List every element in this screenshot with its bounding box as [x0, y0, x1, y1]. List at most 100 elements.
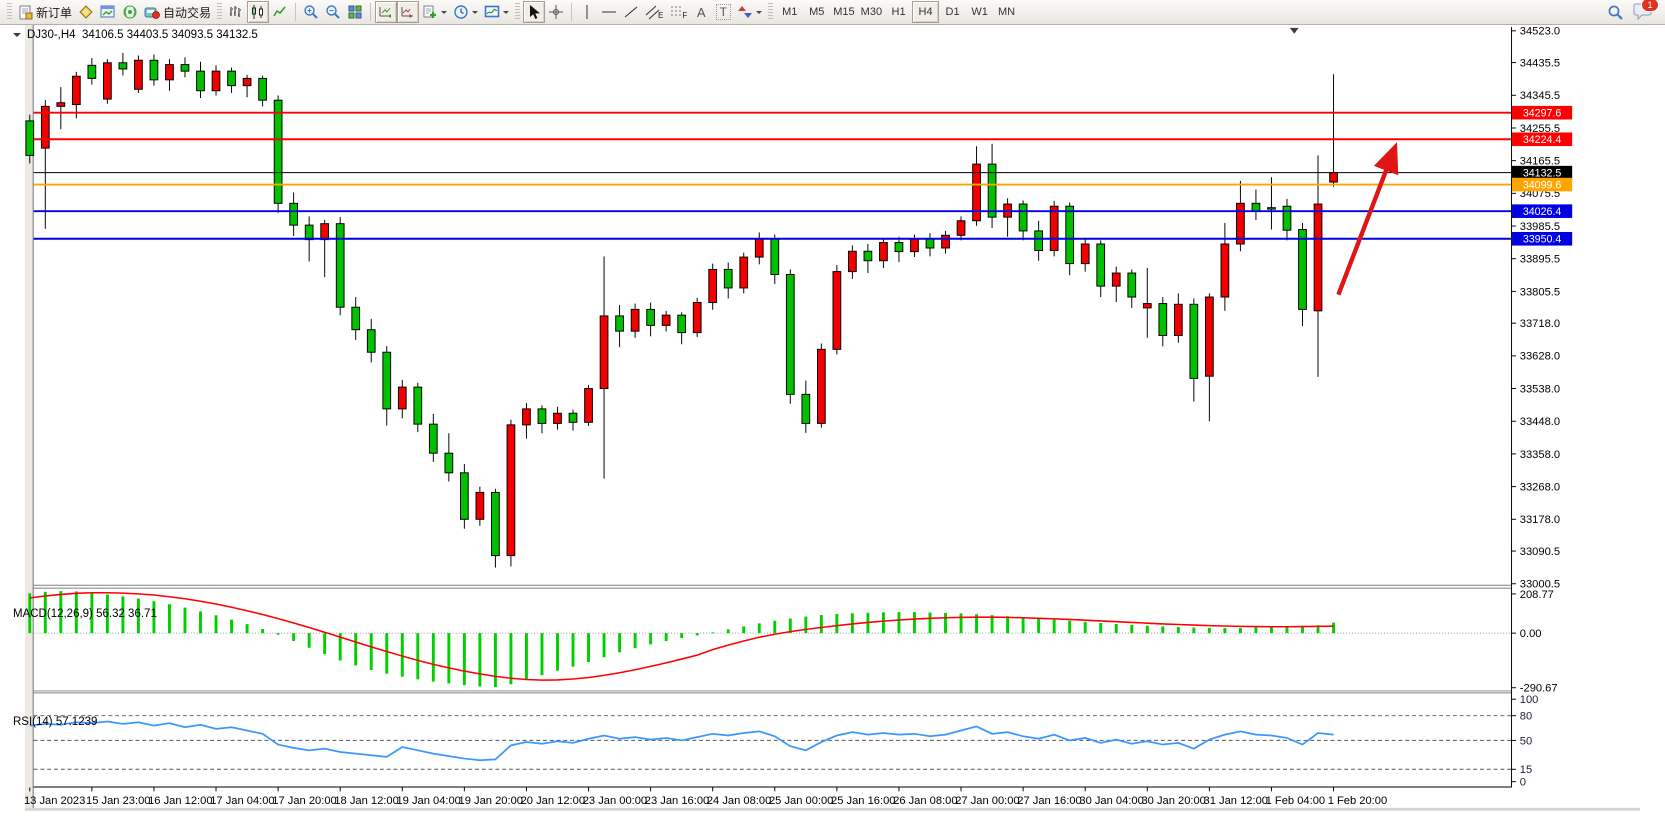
- macd-bar: [975, 614, 979, 634]
- quotes-button[interactable]: [75, 1, 97, 23]
- text-tool-button[interactable]: A: [690, 1, 712, 23]
- zoom-in-button[interactable]: [300, 1, 322, 23]
- chart-shift-button[interactable]: [397, 1, 420, 23]
- timeframe-button-w1[interactable]: W1: [966, 1, 993, 23]
- candle-body-down: [646, 308, 655, 326]
- candle-body-down: [149, 59, 159, 81]
- rsi-axis-label: 15: [1520, 764, 1532, 776]
- time-label: 23 Jan 16:00: [645, 795, 709, 807]
- zoom-out-icon: [326, 5, 340, 19]
- candle-body-up: [1111, 272, 1121, 287]
- macd-bar: [618, 633, 622, 653]
- new-order-icon: [19, 5, 33, 19]
- trendline-tool-button[interactable]: [620, 1, 642, 23]
- candle-body-up: [242, 77, 252, 87]
- candle-body-down: [925, 238, 935, 249]
- macd-bar: [944, 612, 947, 634]
- crosshair-tool-button[interactable]: [545, 1, 567, 23]
- line-chart-button[interactable]: [269, 1, 291, 23]
- channel-tool-button[interactable]: E: [642, 1, 666, 23]
- macd-bar: [1006, 616, 1010, 634]
- chart-shift-marker[interactable]: [1289, 27, 1299, 34]
- period-button[interactable]: [450, 1, 481, 23]
- timeframe-group: M1 M5 M15 M30 H1 H4 D1 W1 MN: [776, 1, 1020, 23]
- macd-bar: [1021, 617, 1025, 634]
- candle-body-down: [615, 315, 624, 332]
- new-chart-icon: [423, 5, 437, 18]
- macd-bar: [90, 592, 94, 634]
- timeframe-button-m5[interactable]: M5: [803, 1, 830, 23]
- chart-window-button[interactable]: [97, 1, 119, 23]
- candle-body-up: [599, 315, 609, 390]
- macd-bar: [1099, 623, 1103, 634]
- time-label: 1 Feb 04:00: [1266, 795, 1325, 807]
- macd-bar: [1238, 627, 1242, 634]
- macd-bar: [819, 615, 823, 634]
- toolbar-grip[interactable]: [768, 3, 774, 21]
- chart-title: DJ30-,H4 34106.5 34403.5 34093.5 34132.5: [13, 29, 258, 41]
- rsi-axis-label: 50: [1520, 735, 1532, 747]
- fibonacci-tool-button[interactable]: F: [666, 1, 690, 23]
- search-button[interactable]: [1604, 1, 1627, 23]
- cursor-tool-button[interactable]: [523, 1, 546, 23]
- candlestick-chart-button[interactable]: [247, 1, 270, 23]
- window-bottom-edge: [24, 807, 1641, 811]
- candle-body-up: [708, 268, 718, 303]
- new-chart-button[interactable]: [419, 1, 450, 23]
- template-button[interactable]: [481, 1, 512, 23]
- time-label: 30 Jan 20:00: [1141, 795, 1205, 807]
- candle-body-down: [335, 223, 345, 308]
- macd-indicator-label: MACD(12,26,9) 56.32 36.71: [13, 608, 157, 620]
- price-tick-label: 33985.5: [1520, 221, 1560, 233]
- time-label: 18 Jan 12:00: [334, 795, 398, 807]
- new-order-button[interactable]: 新订单: [15, 1, 75, 23]
- auto-trading-button[interactable]: 自动交易: [141, 1, 214, 23]
- macd-bar: [757, 623, 761, 634]
- auto-scroll-button[interactable]: [375, 1, 398, 23]
- dropdown-caret: [472, 11, 479, 17]
- macd-bar: [230, 619, 234, 634]
- candle-body-up: [553, 412, 562, 424]
- rsi-indicator-label: RSI(14) 57.1239: [13, 716, 98, 728]
- candle-body-up: [475, 491, 485, 520]
- macd-bar: [43, 591, 47, 634]
- timeframe-button-h1[interactable]: H1: [885, 1, 912, 23]
- price-badge-label: 34026.4: [1523, 206, 1562, 218]
- horizontal-line-tool-button[interactable]: [598, 1, 620, 23]
- vertical-line-tool-button[interactable]: [576, 1, 598, 23]
- price-badge-label: 34099.6: [1523, 179, 1562, 191]
- timeframe-button-m1[interactable]: M1: [776, 1, 803, 23]
- bar-chart-button[interactable]: [225, 1, 247, 23]
- candle-body-down: [863, 250, 873, 262]
- tile-windows-button[interactable]: [344, 1, 366, 23]
- dropdown-caret: [441, 11, 448, 17]
- time-label: 31 Jan 12:00: [1204, 795, 1268, 807]
- toolbar-grip[interactable]: [217, 3, 223, 21]
- trend-arrow-object[interactable]: [1336, 142, 1399, 296]
- signals-button[interactable]: [119, 1, 141, 23]
- timeframe-button-h4[interactable]: H4: [912, 1, 940, 23]
- timeframe-button-m30[interactable]: M30: [858, 1, 885, 23]
- candle-body-down: [677, 314, 687, 334]
- price-tick-label: 33090.5: [1520, 546, 1560, 558]
- timeframe-button-m15[interactable]: M15: [830, 1, 857, 23]
- toolbar-grip[interactable]: [7, 3, 12, 21]
- macd-bar: [835, 613, 839, 634]
- timeframe-button-d1[interactable]: D1: [939, 1, 966, 23]
- text-label-tool-button[interactable]: T: [712, 1, 734, 23]
- toolbar-grip[interactable]: [515, 3, 521, 21]
- price-axis[interactable]: 34523.034435.534345.534255.534165.534075…: [1511, 26, 1573, 591]
- macd-bar: [804, 616, 808, 634]
- notifications-button[interactable]: 1: [1633, 0, 1659, 23]
- macd-bar: [1254, 627, 1258, 634]
- arrows-tool-button[interactable]: [734, 1, 765, 23]
- time-label: 25 Jan 00:00: [769, 795, 833, 807]
- macd-bar: [1052, 619, 1056, 634]
- timeframe-button-mn[interactable]: MN: [993, 1, 1020, 23]
- macd-bar: [400, 633, 404, 677]
- chart-menu-arrow-icon[interactable]: [13, 33, 21, 41]
- zoom-out-button[interactable]: [322, 1, 344, 23]
- price-chart-canvas[interactable]: 34523.034435.534345.534255.534165.534075…: [0, 25, 1665, 835]
- line-chart-icon: [273, 6, 286, 17]
